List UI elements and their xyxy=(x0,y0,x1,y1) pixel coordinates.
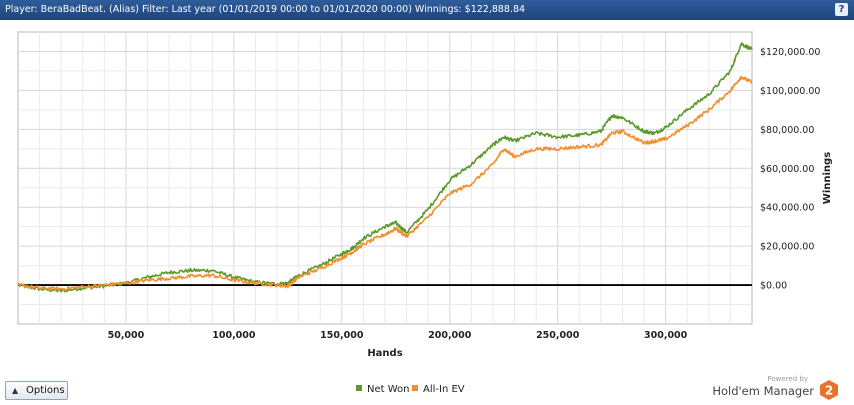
brand-name: Hold'em Manager xyxy=(712,384,814,398)
help-icon[interactable]: ? xyxy=(835,3,848,16)
y-tick-label: $40,000.00 xyxy=(760,203,814,214)
legend-item-net-won: Net Won xyxy=(356,384,410,395)
y-tick-label: $0.00 xyxy=(760,281,787,292)
x-axis-label: Hands xyxy=(367,348,402,359)
page-title: Player: BeraBadBeat. (Alias) Filter: Las… xyxy=(5,4,526,15)
x-tick-label: 50,000 xyxy=(108,330,145,341)
legend-label-all-in-ev: All-In EV xyxy=(423,384,465,395)
legend-item-all-in-ev: All-In EV xyxy=(412,384,465,395)
y-tick-label: $120,000.00 xyxy=(760,47,820,58)
y-tick-label: $80,000.00 xyxy=(760,125,814,136)
hem2-logo-icon: 2 xyxy=(820,380,838,400)
legend-swatch-all-in-ev xyxy=(412,385,418,391)
powered-by-text: Powered by xyxy=(767,375,808,383)
winnings-chart: 50,000 100,000 150,000 200,000 250,000 300,00… xyxy=(17,31,833,359)
svg-text:2: 2 xyxy=(825,384,833,398)
y-tick-label: $100,000.00 xyxy=(760,86,820,97)
y-axis-label: Winnings xyxy=(822,152,833,204)
legend-swatch-net-won xyxy=(356,385,362,391)
options-label: Options xyxy=(26,385,65,396)
x-tick-label: 150,000 xyxy=(320,330,364,341)
x-tick-label: 100,000 xyxy=(212,330,256,341)
series-line-all-in-ev xyxy=(17,75,753,292)
header-bar: Player: BeraBadBeat. (Alias) Filter: Las… xyxy=(0,0,854,20)
x-tick-label: 200,000 xyxy=(428,330,472,341)
x-tick-label: 300,000 xyxy=(644,330,688,341)
triangle-up-icon: ▲ xyxy=(12,386,19,395)
options-button[interactable]: ▲ Options xyxy=(5,381,68,400)
x-tick-label: 250,000 xyxy=(536,330,580,341)
y-tick-label: $20,000.00 xyxy=(760,242,814,253)
legend-label-net-won: Net Won xyxy=(367,384,410,395)
y-tick-label: $60,000.00 xyxy=(760,164,814,175)
series-line-net-won xyxy=(17,42,753,293)
